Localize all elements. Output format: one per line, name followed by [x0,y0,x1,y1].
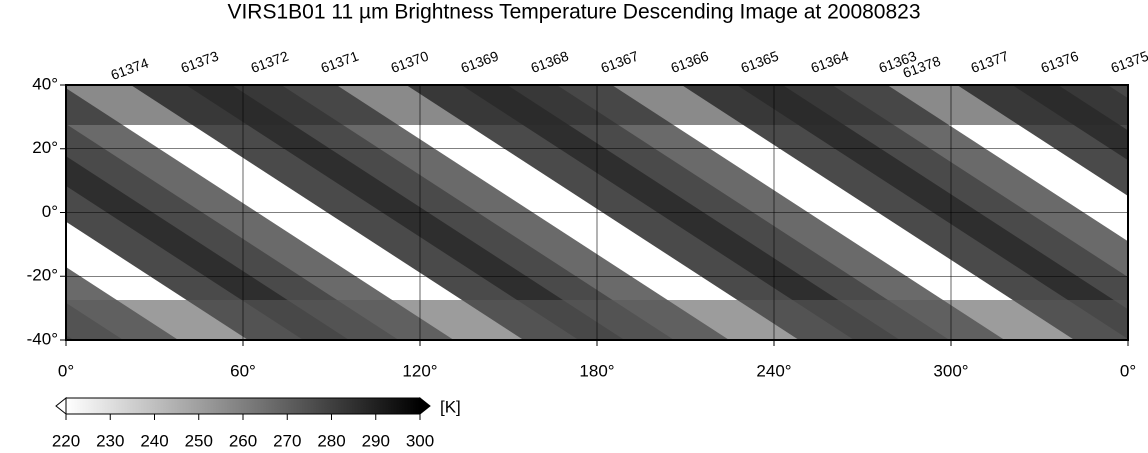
colorbar-tick-label: 300 [406,431,434,450]
colorbar-tick-label: 220 [52,431,80,450]
lon-tick-label: 60° [230,361,256,380]
orbit-number: 61377 [969,48,1011,76]
colorbar-low-arrow [55,396,67,416]
lat-tick-label: 20° [32,138,58,157]
orbit-number: 61374 [109,55,151,83]
orbit-number: 61365 [739,48,781,76]
orbit-number: 61373 [179,48,221,76]
colorbar-tick-label: 250 [185,431,213,450]
lon-tick-label: 0° [1120,361,1136,380]
lon-tick-label: 240° [756,361,791,380]
orbit-number: 61369 [459,48,501,76]
orbit-number: 61371 [319,48,361,76]
colorbar-tick-label: 290 [362,431,390,450]
orbit-number: 61370 [389,48,431,76]
colorbar [65,397,421,415]
lat-tick-label: 40° [32,74,58,93]
colorbar-tick-label: 230 [96,431,124,450]
orbit-number: 61364 [809,48,851,76]
lat-tick-label: 0° [42,202,58,221]
lon-tick-label: 300° [933,361,968,380]
colorbar-high-arrow [419,396,431,416]
colorbar-tick-label: 260 [229,431,257,450]
orbit-number: 61366 [669,48,711,76]
colorbar-tick-label: 240 [140,431,168,450]
orbit-number: 61372 [249,48,291,76]
colorbar-tick-label: 270 [273,431,301,450]
orbit-number: 61368 [529,48,571,76]
colorbar-tick-label: 280 [317,431,345,450]
orbit-number: 61375 [1109,48,1148,76]
lon-tick-label: 0° [58,361,74,380]
lon-tick-label: 180° [579,361,614,380]
lat-tick-label: -40° [27,329,58,348]
lat-tick-label: -20° [27,266,58,285]
orbit-number: 61376 [1039,48,1081,76]
orbit-number: 61367 [599,48,641,76]
lon-tick-label: 120° [402,361,437,380]
colorbar-unit: [K] [440,397,461,416]
title: VIRS1B01 11 µm Brightness Temperature De… [227,1,920,24]
